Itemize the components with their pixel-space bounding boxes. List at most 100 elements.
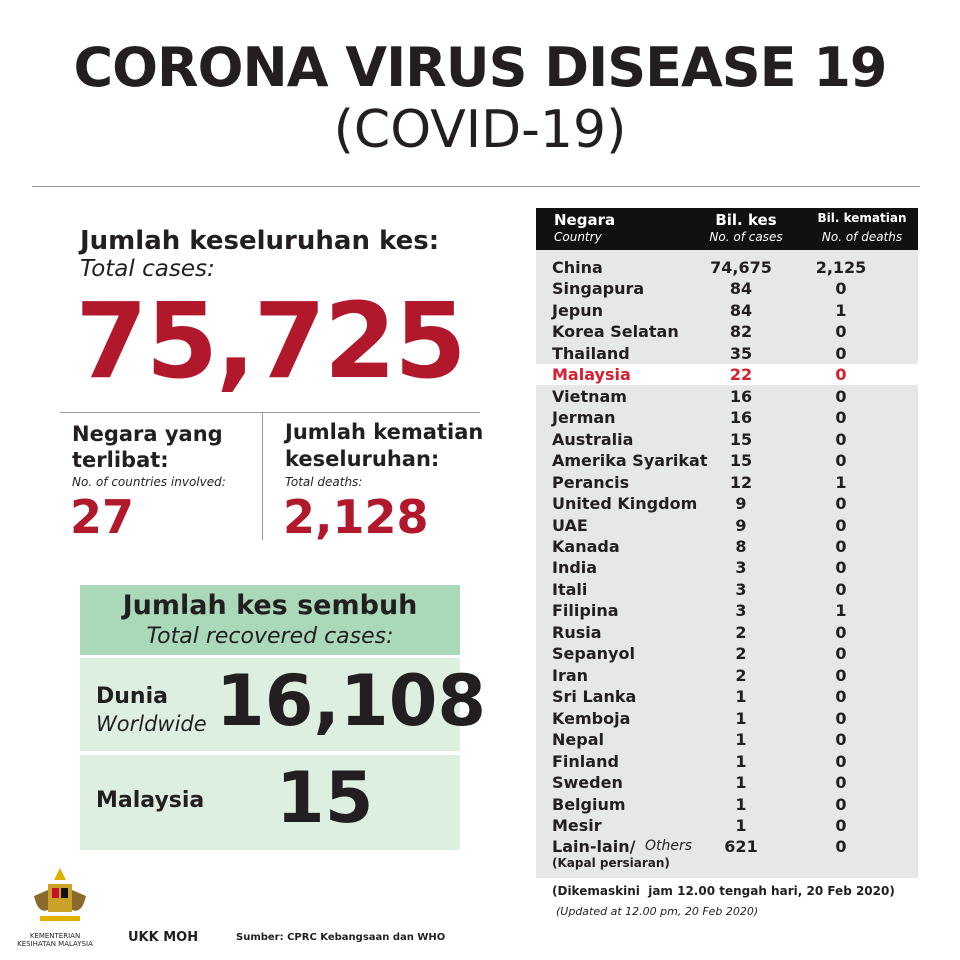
cases: 9: [735, 494, 747, 514]
cases: 84: [729, 279, 753, 299]
cases: 3: [735, 601, 747, 621]
country: Malaysia: [552, 365, 631, 385]
header-main: Negara: [554, 211, 616, 229]
country: Kemboja: [552, 708, 631, 728]
cases: 8: [735, 536, 747, 556]
deaths: 0: [835, 343, 847, 363]
country: India: [552, 558, 598, 578]
header-sub: No. of deaths: [821, 230, 903, 244]
crest-shield: [48, 884, 72, 912]
country: Perancis: [552, 472, 630, 492]
world-sublabel: Worldwide: [96, 712, 207, 736]
crest-star: [54, 868, 66, 880]
deaths: 1: [835, 601, 847, 621]
cases: 3: [735, 558, 747, 578]
header-main: Bil. kematian: [817, 211, 907, 225]
country: Mesir: [552, 815, 602, 835]
country: Filipina: [552, 601, 619, 621]
country-sub: Others: [645, 838, 693, 855]
country: Sweden: [552, 773, 623, 793]
world-label: Dunia: [96, 684, 168, 709]
crest: [34, 868, 86, 921]
malaysia-label: Malaysia: [96, 788, 205, 813]
country: Vietnam: [552, 386, 627, 406]
malaysia-value: 15: [276, 757, 374, 839]
cases: 1: [735, 815, 747, 835]
header-sub: No. of cases: [709, 230, 783, 244]
country: Iran: [552, 665, 589, 685]
crest-part: [61, 888, 68, 898]
cases: 74,675: [710, 258, 772, 277]
deaths: 0: [835, 451, 847, 471]
divider: [32, 186, 920, 187]
cases: 15: [729, 451, 753, 471]
recovered-row: [80, 755, 460, 850]
country: UAE: [552, 515, 588, 535]
deaths: 0: [835, 494, 847, 514]
recovered-title: Jumlah kes sembuh: [122, 590, 418, 621]
deaths: 0: [835, 687, 847, 707]
deaths: 1: [835, 472, 847, 492]
cases: 22: [729, 365, 753, 385]
country: Amerika Syarikat: [552, 451, 708, 471]
updated: (Dikemaskini jam 12.00 tengah hari, 20 F…: [552, 884, 895, 898]
deaths: 0: [835, 622, 847, 642]
deaths-sublabel: Total deaths:: [285, 475, 363, 489]
deaths: 0: [835, 386, 847, 406]
cases: 9: [735, 515, 747, 535]
country: Singapura: [552, 279, 645, 299]
crest-tigers: [34, 890, 86, 911]
cases-table: Negara Country Bil. kes No. of cases Bil. ke…: [536, 208, 918, 878]
cases: 1: [735, 794, 747, 814]
divider: [262, 412, 263, 540]
cases: 16: [729, 386, 753, 406]
total-label: Jumlah keseluruhan kes:: [80, 226, 440, 256]
country: Thailand: [552, 343, 630, 363]
country: Kanada: [552, 536, 620, 556]
country: Finland: [552, 751, 619, 771]
cases: 2: [735, 644, 747, 664]
cases: 2: [735, 665, 747, 685]
country: Jepun: [552, 300, 604, 320]
deaths: 0: [835, 773, 847, 793]
crest-ribbon: [40, 916, 80, 921]
deaths: 0: [835, 794, 847, 814]
deaths-value: 2,128: [283, 490, 429, 544]
country: United Kingdom: [552, 494, 698, 514]
countries-label: terlibat:: [72, 448, 169, 472]
total-value: 75,725: [75, 280, 466, 402]
deaths: 0: [835, 558, 847, 578]
deaths: 0: [835, 408, 847, 428]
country: Sepanyol: [552, 644, 635, 664]
country: Rusia: [552, 622, 602, 642]
header-main: Bil. kes: [715, 211, 777, 229]
countries-value: 27: [70, 490, 135, 544]
unit: UKK MOH: [128, 930, 199, 945]
country: Belgium: [552, 794, 626, 814]
deaths: 2,125: [815, 258, 867, 277]
country: Jerman: [552, 408, 616, 428]
ministry: KEMENTERIAN KESIHATAN MALAYSIA: [17, 932, 93, 948]
cases: 1: [735, 687, 747, 707]
deaths: 0: [835, 579, 847, 599]
header-sub: Country: [554, 230, 602, 244]
cases: 621: [724, 837, 758, 857]
country: Lain-lain/: [552, 837, 636, 857]
country: Korea Selatan: [552, 322, 679, 342]
deaths: 0: [835, 665, 847, 685]
deaths: 0: [835, 279, 847, 299]
cases: 15: [729, 429, 753, 449]
country: China: [552, 258, 603, 277]
cases: 82: [729, 322, 753, 342]
recovered-subtitle: Total recovered cases:: [146, 624, 394, 649]
country: Nepal: [552, 730, 604, 750]
table-header: Negara Country Bil. kes No. of cases Bil. ke…: [536, 208, 918, 250]
deaths: 0: [835, 837, 847, 857]
highlight-row: [536, 364, 918, 386]
country: Sri Lanka: [552, 687, 637, 707]
world-value: 16,108: [216, 660, 487, 742]
deaths-label: Jumlah kematian: [285, 420, 484, 444]
cases: 3: [735, 579, 747, 599]
country: Australia: [552, 429, 634, 449]
